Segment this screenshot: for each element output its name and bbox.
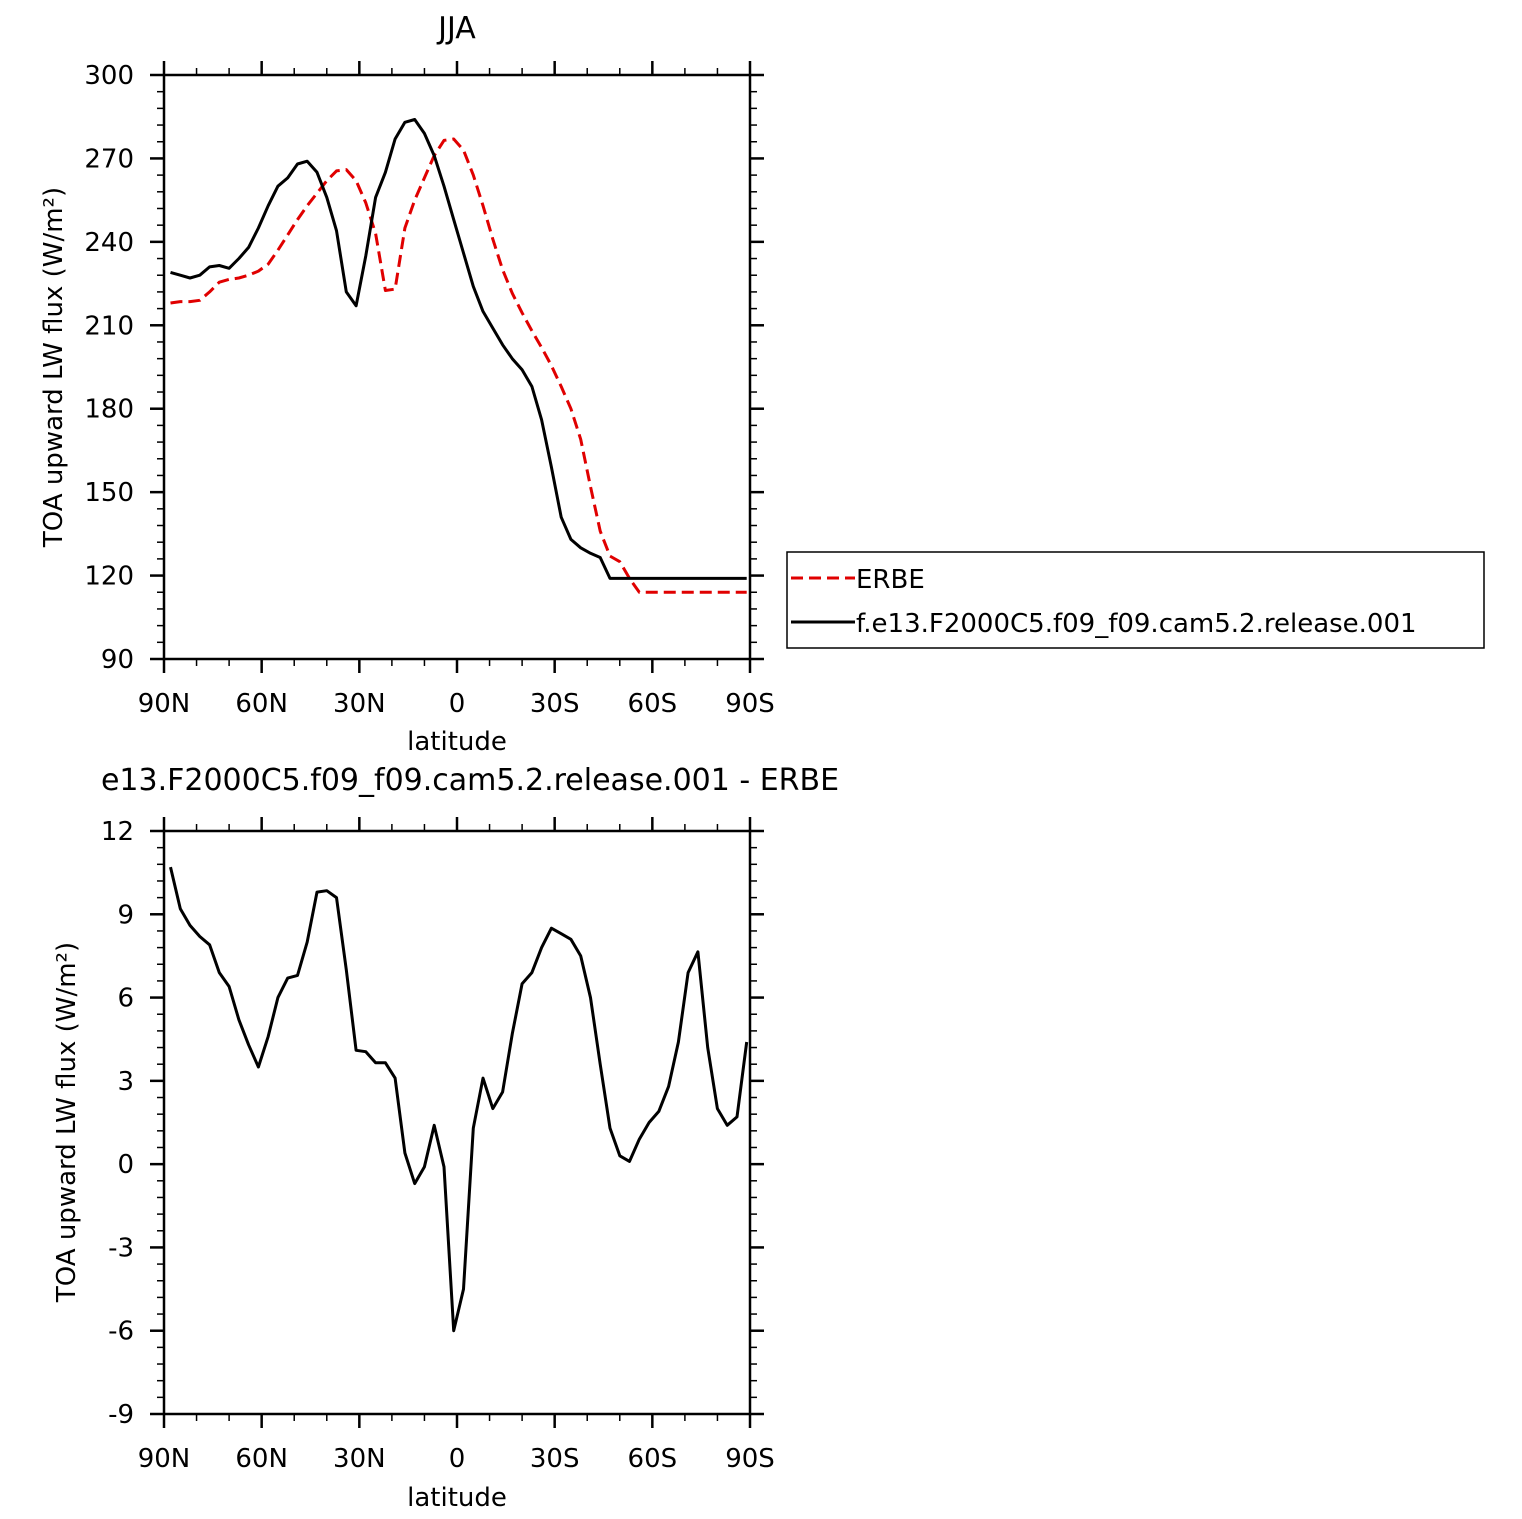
top-y-axis-label: TOA upward LW flux (W/m²) — [39, 187, 69, 548]
top-series-group — [170, 118, 747, 594]
x-tick-label: 90S — [725, 1444, 775, 1474]
top-plot-frame — [162, 73, 752, 661]
y-tick-label: -6 — [108, 1317, 134, 1347]
x-tick-label: 90N — [138, 1444, 191, 1474]
series-line-1 — [170, 118, 747, 580]
difference-series-line — [169, 866, 749, 1333]
y-tick-label: 210 — [84, 311, 134, 341]
top-x-tick-labels: 90N 60N 30N 0 30S 60S 90S — [138, 689, 775, 719]
x-tick-label: 90N — [138, 689, 191, 719]
top-panel: JJA 90 120 150 180 210 240 270 300 90N 60N 30N 0 30… — [39, 11, 775, 757]
y-tick-label: 0 — [117, 1150, 134, 1180]
y-tick-label: 270 — [84, 144, 134, 174]
x-tick-label: 60N — [235, 689, 288, 719]
legend-box — [786, 551, 1485, 649]
y-tick-label: 6 — [117, 984, 134, 1014]
bottom-panel-title: e13.F2000C5.f09_f09.cam5.2.release.001 -… — [101, 763, 839, 798]
y-tick-label: 120 — [84, 562, 134, 592]
bottom-x-axis-label: latitude — [407, 1483, 507, 1513]
y-tick-label: 9 — [117, 900, 134, 930]
x-tick-label: 60S — [628, 689, 678, 719]
bottom-axis-ticks — [150, 817, 764, 1428]
x-tick-label: 30S — [530, 1444, 580, 1474]
legend-label-model: f.e13.F2000C5.f09_f09.cam5.2.release.001 — [856, 609, 1417, 639]
series-line-0 — [170, 137, 747, 594]
x-tick-label: 30S — [530, 689, 580, 719]
legend-label-erbe: ERBE — [856, 565, 925, 595]
y-tick-label: 150 — [84, 478, 134, 508]
top-x-axis-label: latitude — [407, 727, 507, 757]
bottom-series-group — [169, 866, 749, 1333]
y-tick-label: 180 — [84, 395, 134, 425]
y-tick-label: 12 — [101, 817, 134, 847]
y-tick-label: -9 — [108, 1400, 134, 1430]
bottom-plot-frame — [162, 829, 752, 1416]
y-tick-label: 3 — [117, 1067, 134, 1097]
x-tick-label: 90S — [725, 689, 775, 719]
y-tick-label: 300 — [84, 61, 134, 91]
top-y-tick-labels: 90 120 150 180 210 240 270 300 — [84, 61, 134, 675]
top-panel-title: JJA — [436, 11, 476, 46]
x-tick-label: 60N — [235, 1444, 288, 1474]
x-tick-label: 0 — [449, 689, 466, 719]
x-tick-label: 0 — [449, 1444, 466, 1474]
bottom-panel: e13.F2000C5.f09_f09.cam5.2.release.001 -… — [52, 763, 839, 1513]
y-tick-label: -3 — [108, 1233, 134, 1263]
legend: ERBE f.e13.F2000C5.f09_f09.cam5.2.releas… — [786, 551, 1485, 649]
bottom-y-axis-label: TOA upward LW flux (W/m²) — [52, 942, 82, 1303]
bottom-x-tick-labels: 90N 60N 30N 0 30S 60S 90S — [138, 1444, 775, 1474]
bottom-y-tick-labels: -9 -6 -3 0 3 6 9 12 — [101, 817, 134, 1430]
y-tick-label: 240 — [84, 228, 134, 258]
x-tick-label: 30N — [333, 1444, 386, 1474]
y-tick-label: 90 — [101, 645, 134, 675]
x-tick-label: 60S — [628, 1444, 678, 1474]
top-axis-ticks — [150, 61, 764, 673]
x-tick-label: 30N — [333, 689, 386, 719]
